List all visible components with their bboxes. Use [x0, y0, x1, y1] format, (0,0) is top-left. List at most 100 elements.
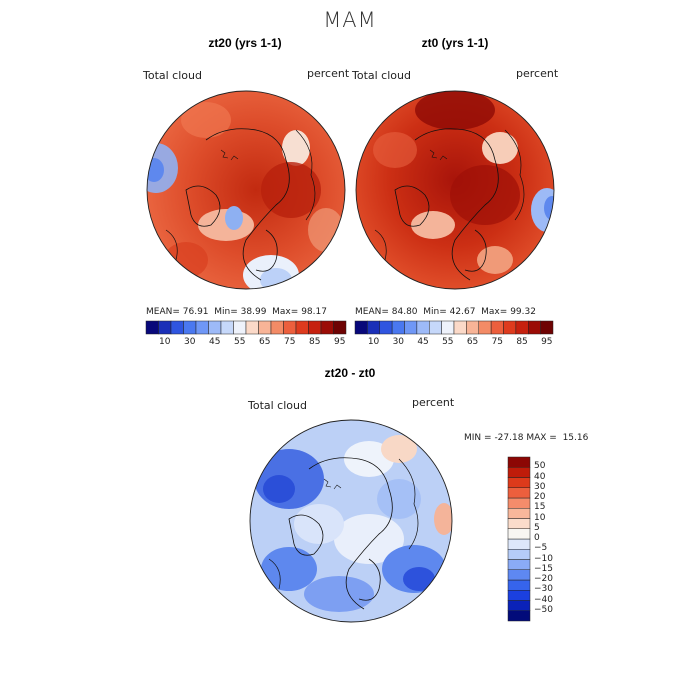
colorbar-swatch [258, 320, 272, 335]
panel-2-max: 99.32 [510, 307, 536, 317]
colorbar-tick-label: 65 [259, 337, 271, 347]
colorbar-swatch [507, 538, 531, 550]
colorbar-tick-label: 30 [392, 337, 405, 347]
colorbar-swatch [507, 518, 531, 529]
colorbar-swatch [404, 320, 418, 335]
colorbar-swatch [540, 320, 554, 335]
panel-1-max: 98.17 [301, 307, 327, 317]
max-label: Max= [481, 307, 508, 317]
panel-3-stats: MIN = -27.18 MAX = 15.16 [464, 433, 588, 443]
colorbar-tick-label: 40 [534, 471, 546, 482]
panel-2-title: zt0 (yrs 1-1) [421, 36, 489, 50]
colorbar-swatch [220, 320, 234, 335]
colorbar-swatch [507, 497, 531, 509]
colorbar-tick-label: 10 [367, 337, 380, 347]
colorbar-panel-1 [145, 320, 347, 335]
colorbar-swatch [507, 508, 531, 519]
colorbar-tick-label: −30 [534, 584, 553, 595]
colorbar-tick-label: 65 [466, 337, 479, 347]
colorbar-swatch [528, 320, 541, 335]
colorbar-swatch [233, 320, 247, 335]
panel-3-max: 15.16 [562, 433, 589, 443]
colorbar-swatch [507, 600, 531, 611]
colorbar-tick-label: 30 [184, 337, 196, 347]
colorbar-swatch [283, 320, 297, 335]
mean-label: MEAN= [355, 307, 389, 317]
colorbar-swatch [333, 320, 347, 335]
min-label-upper: MIN = [464, 433, 492, 443]
panel-2-mean: 84.80 [391, 307, 418, 317]
colorbar-swatch [515, 320, 529, 335]
colorbar-tick-label: 5 [534, 522, 540, 533]
colorbar-swatch [195, 320, 209, 335]
colorbar-swatch [170, 320, 184, 335]
max-label: Max= [272, 307, 299, 317]
colorbar-tick-label: 55 [442, 337, 454, 347]
colorbar-swatch [507, 477, 531, 488]
colorbar-swatch [507, 549, 531, 560]
colorbar-swatch [145, 320, 159, 335]
colorbar-tick-label: 95 [334, 337, 346, 347]
colorbar-tick-label: 50 [534, 461, 546, 472]
colorbar-swatch [391, 320, 405, 335]
colorbar-panel-2 [354, 320, 554, 335]
max-label-upper: MAX = [526, 433, 557, 443]
panel-3-units-label: percent [412, 396, 455, 409]
panel-1-title: zt20 (yrs 1-1) [208, 36, 282, 50]
panel-1-units-label: percent [307, 67, 350, 80]
panel-2-units-label: percent [516, 67, 559, 80]
panel-3-title: zt20 - zt0 [324, 366, 376, 380]
colorbar-swatch [503, 320, 517, 335]
figure-title: MAM [323, 8, 377, 32]
colorbar-swatch [416, 320, 430, 335]
panel-2-min: 42.67 [449, 307, 476, 317]
colorbar-swatch [507, 559, 531, 570]
colorbar-diff [507, 456, 531, 622]
colorbar-tick-label: −10 [534, 553, 553, 564]
colorbar-swatch [507, 528, 531, 540]
colorbar-tick-label: −50 [534, 604, 553, 615]
colorbar-swatch [507, 467, 531, 478]
colorbar-swatch [466, 320, 479, 335]
colorbar-tick-label: −5 [534, 543, 548, 554]
colorbar-swatch [308, 320, 322, 335]
colorbar-tick-label: 10 [159, 337, 171, 347]
colorbar-tick-label: 95 [541, 337, 553, 347]
colorbar-swatch [441, 320, 455, 335]
colorbar-swatch [507, 487, 531, 499]
polar-map-2 [355, 90, 555, 290]
colorbar-swatch [507, 569, 531, 581]
colorbar-tick-label: 75 [284, 337, 296, 347]
panel-1-mean: 76.91 [182, 307, 209, 317]
panel-1-min: 38.99 [240, 307, 267, 317]
panel-1-stats: MEAN= 76.91 Min= 38.99 Max= 98.17 [146, 307, 327, 317]
mean-label: MEAN= [146, 307, 180, 317]
colorbar-swatch [354, 320, 368, 335]
colorbar-tick-label: 15 [534, 502, 546, 513]
colorbar-swatch [379, 320, 393, 335]
polar-map-diff [249, 419, 453, 623]
colorbar-swatch [183, 320, 197, 335]
colorbar-swatch [507, 610, 531, 622]
panel-1-variable-label: Total cloud [143, 69, 202, 82]
colorbar-swatch [507, 456, 531, 468]
min-label: Min= [423, 307, 447, 317]
colorbar-tick-label: −40 [534, 594, 553, 605]
colorbar-tick-label: −20 [534, 574, 553, 584]
colorbar-tick-label: 45 [209, 337, 221, 347]
colorbar-tick-label: 20 [534, 492, 546, 502]
colorbar-swatch [453, 320, 467, 335]
colorbar-swatch [478, 320, 492, 335]
colorbar-tick-label: 45 [417, 337, 429, 347]
colorbar-tick-label: 0 [534, 533, 540, 543]
colorbar-swatch [490, 320, 504, 335]
colorbar-swatch [507, 579, 531, 591]
colorbar-tick-label: 85 [309, 337, 321, 347]
colorbar-swatch [208, 320, 222, 335]
colorbar-swatch [295, 320, 309, 335]
colorbar-tick-label: 55 [234, 337, 246, 347]
colorbar-swatch [320, 320, 334, 335]
colorbar-swatch [158, 320, 172, 335]
colorbar-tick-label: 30 [534, 481, 546, 492]
panel-3-min: -27.18 [494, 433, 524, 443]
